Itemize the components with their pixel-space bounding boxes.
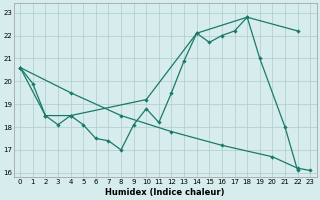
X-axis label: Humidex (Indice chaleur): Humidex (Indice chaleur) — [106, 188, 225, 197]
